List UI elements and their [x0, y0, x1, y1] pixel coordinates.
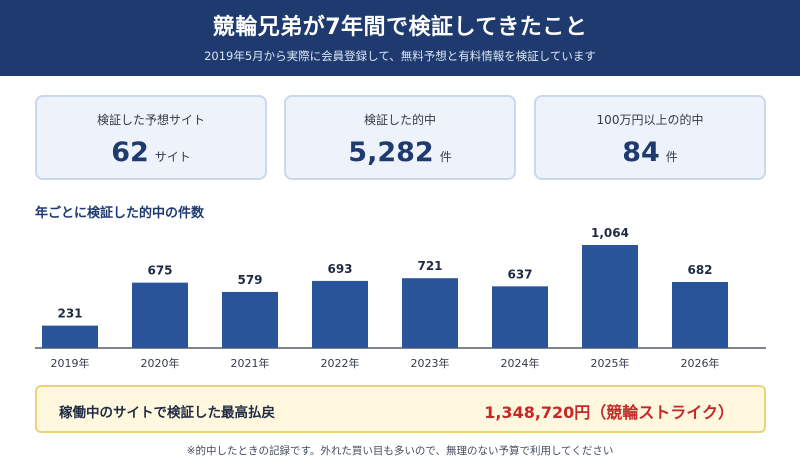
stat-unit: 件 — [665, 150, 678, 164]
bar-chart: 231 2019年 675 2020年 579 2021年 693 2022年 721 2023年… — [35, 226, 766, 370]
stat-value-line: 62 サイト — [37, 137, 265, 168]
bar — [42, 325, 98, 348]
footnote: ※的中したときの記録です。外れた買い目も多いので、無理のない予算で利用してくださ… — [186, 445, 614, 457]
stat-unit: サイト — [154, 150, 191, 164]
stat-label: 検証した予想サイト — [96, 113, 205, 127]
page-subtitle: 2019年5月から実際に会員登録して、無料予想と有料情報を検証しています — [204, 49, 596, 63]
bar-value-label: 1,064 — [591, 226, 629, 240]
x-tick-label: 2021年 — [231, 356, 270, 370]
bar — [132, 282, 188, 348]
stats-row: 検証した予想サイト 62 サイト 検証した的中 5,282 件 100万円以上の的中… — [35, 95, 766, 180]
stat-label: 検証した的中 — [363, 113, 436, 127]
stat-card-hits: 検証した的中 5,282 件 — [284, 95, 516, 180]
stat-value: 84 — [622, 137, 660, 168]
x-tick-label: 2025年 — [591, 356, 630, 370]
x-tick-label: 2019年 — [51, 356, 90, 370]
stat-value: 62 — [111, 137, 149, 168]
stat-label: 100万円以上の的中 — [596, 113, 704, 127]
max-payout-label: 稼働中のサイトで検証した最高払戻 — [59, 405, 275, 421]
stat-card-sites: 検証した予想サイト 62 サイト — [35, 95, 267, 180]
x-tick-label: 2026年 — [681, 356, 720, 370]
max-payout-notice: 稼働中のサイトで検証した最高払戻 1,348,720円（競輪ストライク） — [35, 385, 766, 433]
bar-value-label: 579 — [237, 273, 262, 287]
stat-unit: 件 — [439, 150, 452, 164]
stat-value: 5,282 — [348, 137, 434, 168]
bar-value-label: 637 — [507, 267, 532, 281]
bar — [312, 280, 368, 348]
bar — [492, 286, 548, 348]
bar-value-label: 693 — [327, 262, 352, 276]
bar — [402, 278, 458, 348]
bar — [672, 281, 728, 348]
stat-value-line: 84 件 — [536, 137, 764, 168]
x-tick-label: 2022年 — [321, 356, 360, 370]
x-tick-label: 2024年 — [501, 356, 540, 370]
bar-value-label: 721 — [417, 259, 442, 273]
x-tick-label: 2023年 — [411, 356, 450, 370]
x-tick-label: 2020年 — [141, 356, 180, 370]
bar — [582, 245, 638, 348]
bar — [222, 291, 278, 348]
bar-value-label: 682 — [687, 263, 712, 277]
bar-value-label: 231 — [57, 307, 82, 321]
stat-card-million-hits: 100万円以上の的中 84 件 — [534, 95, 766, 180]
max-payout-value: 1,348,720円（競輪ストライク） — [484, 403, 734, 422]
bar-value-label: 675 — [147, 264, 172, 278]
chart-title: 年ごとに検証した的中の件数 — [35, 206, 205, 221]
page-title: 競輪兄弟が7年間で検証してきたこと — [212, 15, 588, 40]
stat-value-line: 5,282 件 — [286, 137, 514, 168]
page-header: 競輪兄弟が7年間で検証してきたこと 2019年5月から実際に会員登録して、無料予… — [0, 0, 800, 76]
